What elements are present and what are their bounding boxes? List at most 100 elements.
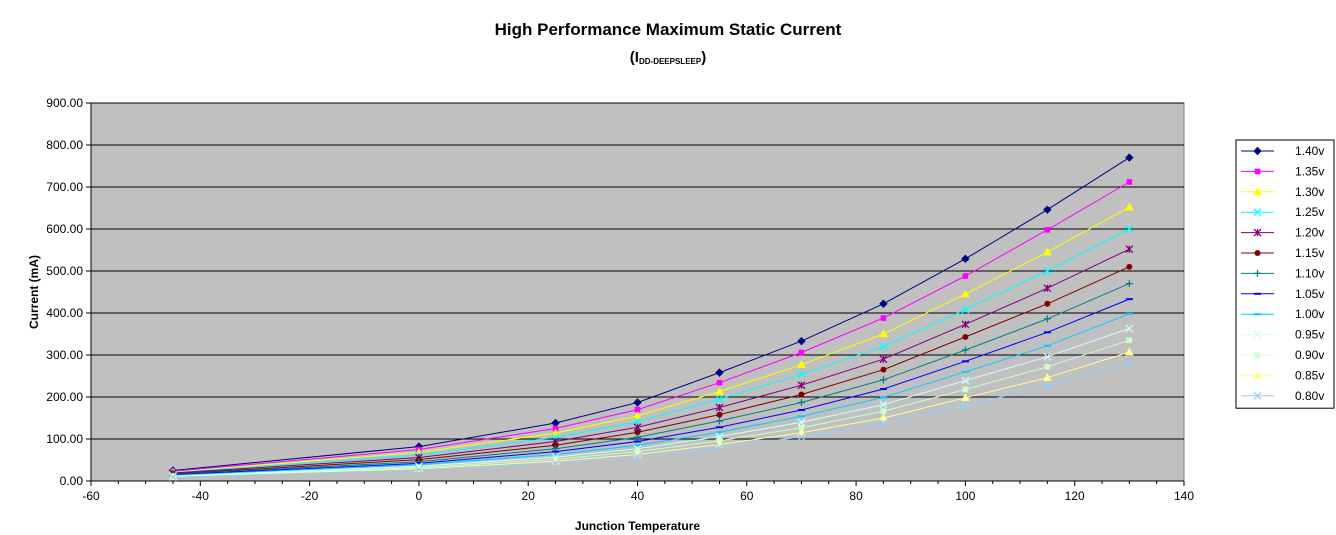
marker [169,473,177,482]
series-line [172,298,1130,476]
subtitle-subscript: DD-DEEPSLEEP [638,57,702,66]
legend-label: 0.90v [1295,348,1324,362]
legend-item: 1.10v [1241,266,1324,280]
marker [551,428,560,437]
marker [1044,227,1051,233]
marker [1125,245,1134,254]
legend-item: 1.15v [1241,246,1324,260]
axes: 0.00 100.00 200.00 300.00 400.00 500.00 600.00… [46,96,1194,503]
legend-item: 0.85v [1241,368,1324,382]
legend-item: 0.80v [1241,389,1324,403]
marker [1254,269,1261,277]
legend-item: 0.95v [1241,328,1324,342]
marker [879,400,888,409]
marker [798,349,805,356]
marker [879,376,887,384]
marker [715,387,724,395]
marker [798,424,805,431]
marker [961,289,970,298]
marker [1254,168,1261,175]
series-lines [168,153,1134,482]
legend-label: 1.15v [1295,246,1324,260]
x-tick-label: 20 [522,489,536,503]
marker [633,398,642,407]
marker [1125,312,1133,315]
x-tick-label: 0 [416,489,423,503]
marker [716,379,723,386]
y-tick-label: 400.00 [46,306,83,320]
series-1.05v [169,298,1133,476]
marker [961,360,969,363]
legend-item: 1.35v [1241,164,1324,178]
series-1.15v [170,263,1133,477]
marker [634,440,641,443]
marker [1125,324,1134,333]
series-line [172,351,1130,478]
marker [634,433,641,441]
marker [797,409,805,412]
legend-item: 1.00v [1241,307,1324,321]
series-line [172,206,1130,473]
marker [797,336,806,346]
marker [1043,352,1052,361]
marker [1043,382,1052,391]
marker [1043,247,1052,256]
marker [1043,284,1052,293]
marker [1044,300,1051,307]
marker [797,370,806,379]
series-line [172,328,1130,477]
marker [552,450,560,453]
legend-item: 1.20v [1241,226,1324,240]
legend-label: 1.35v [1295,164,1324,178]
marker [879,396,887,399]
marker [1254,313,1261,316]
marker [1043,205,1052,214]
marker [1254,292,1261,295]
marker [880,366,887,373]
marker [879,419,888,428]
marker [961,305,970,314]
x-tick-label: -60 [82,489,100,503]
marker [880,315,887,321]
legend-label: 1.25v [1295,205,1324,219]
marker [1126,179,1133,185]
marker [961,401,970,410]
series-0.80v [169,359,1134,482]
marker [961,254,970,264]
series-line [172,266,1130,475]
marker [797,415,805,418]
marker [1125,225,1134,233]
marker [634,406,641,413]
series-line [172,181,1130,472]
marker [961,393,970,402]
marker [633,452,642,461]
x-tick-label: 60 [740,489,754,503]
marker [633,411,642,420]
marker [879,355,888,364]
marker [551,458,560,467]
series-line [172,228,1130,474]
subtitle-close: ) [701,49,707,66]
x-tick-label: -40 [192,489,210,503]
marker [634,444,641,447]
legend-label: 1.05v [1295,287,1324,301]
marker [1254,352,1261,358]
marker [716,411,723,418]
x-tick-label: 120 [1065,489,1085,503]
marker [715,417,723,425]
marker [1043,373,1052,381]
legend-item: 1.25v [1241,205,1324,219]
marker [1125,280,1133,288]
marker [715,431,723,434]
marker [962,273,969,279]
x-axis-title: Junction Temperature [575,519,700,533]
marker [962,333,969,340]
marker [715,395,724,404]
marker [1253,208,1262,217]
y-tick-label: 300.00 [46,348,83,362]
marker [552,425,559,432]
marker [1253,228,1262,237]
marker [1125,347,1134,356]
